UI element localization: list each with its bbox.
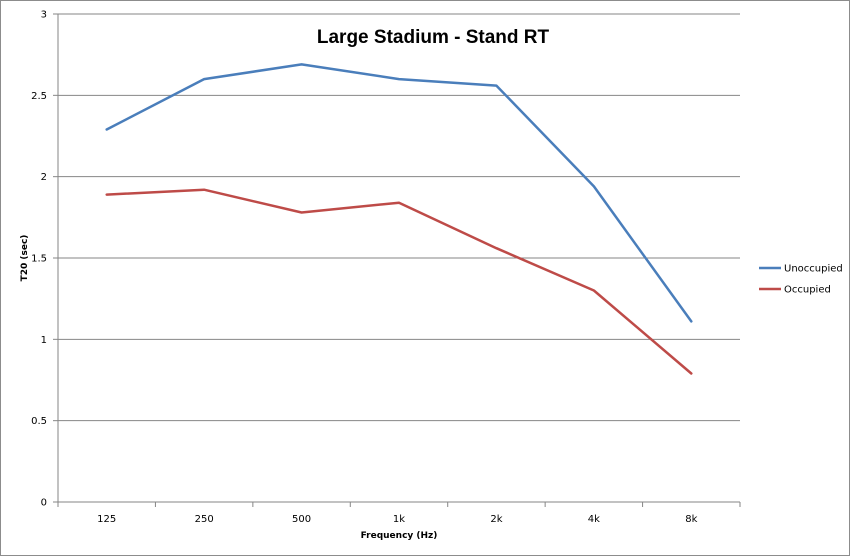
y-tick-label: 1.5 [31,254,47,265]
series-line-unoccupied [105,63,693,323]
x-tick-label: 500 [292,514,311,525]
y-axis-title: T20 (sec) [20,235,30,282]
y-tick-label: 0 [41,498,47,509]
legend-label: Occupied [784,285,831,296]
y-tick-labels: 0 0.5 1 1.5 2 2.5 3 [31,10,47,509]
chart-title: Large Stadium - Stand RT [317,27,550,48]
y-tick-label: 1 [41,335,47,346]
x-axis-title: Frequency (Hz) [361,531,438,541]
series-line-occupied [105,188,693,375]
x-tick-labels: 125 250 500 1k 2k 4k 8k [97,514,697,525]
x-tick-label: 4k [588,514,600,525]
x-tick-label: 1k [393,514,405,525]
x-tick-label: 250 [195,514,214,525]
x-tick-label: 125 [97,514,116,525]
y-tick-label: 3 [41,10,47,21]
legend: Unoccupied Occupied [759,264,843,296]
series-lines [105,63,693,375]
y-tick-label: 0.5 [31,416,47,427]
y-tick-label: 2 [41,172,47,183]
gridlines [53,13,740,503]
legend-label: Unoccupied [784,264,843,275]
y-tick-label: 2.5 [31,91,47,102]
x-tick-label: 8k [685,514,697,525]
axes [57,14,741,507]
x-tick-label: 2k [490,514,502,525]
